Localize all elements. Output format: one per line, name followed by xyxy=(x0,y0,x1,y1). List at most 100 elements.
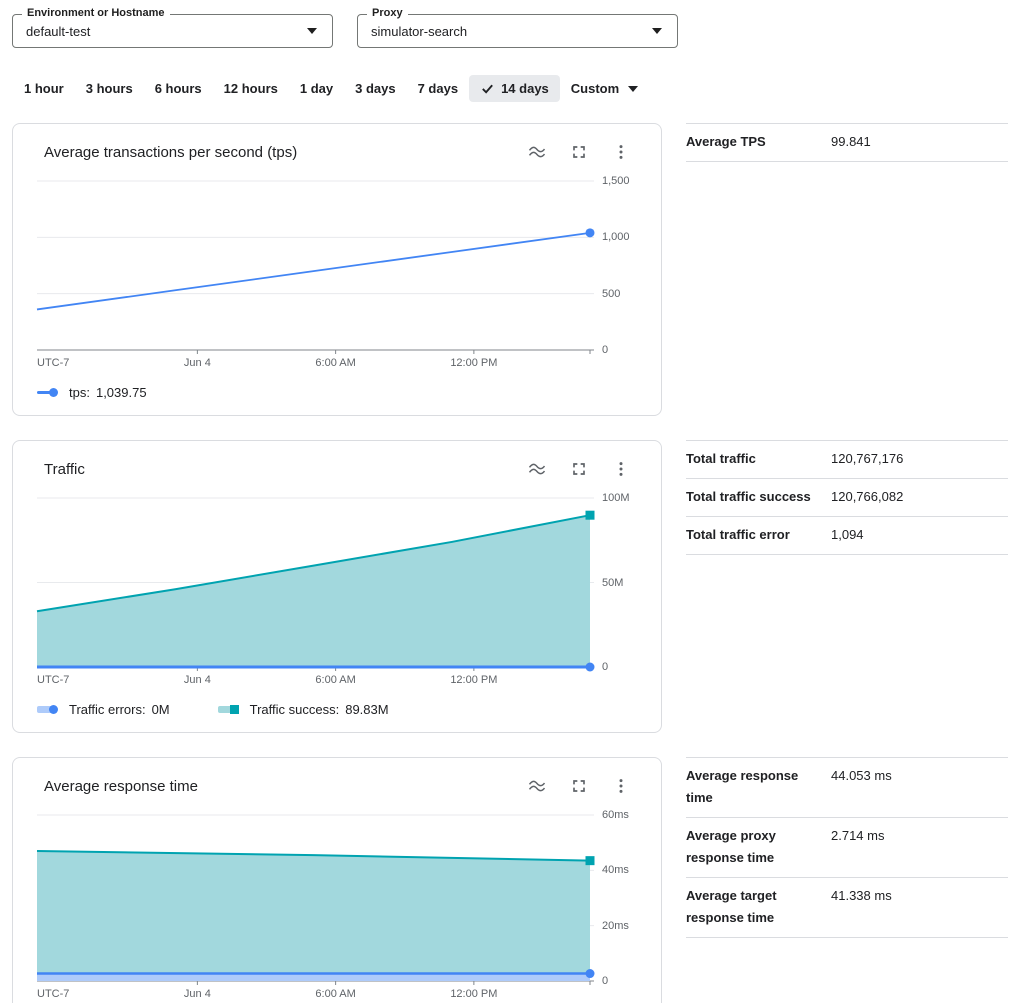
proxy-select[interactable]: Proxy simulator-search xyxy=(357,7,678,48)
stats-table-response-time: Average response time 44.053 ms Average … xyxy=(686,757,1008,938)
time-range-option-3-days[interactable]: 3 days xyxy=(355,81,396,96)
chart-card-actions xyxy=(527,142,637,162)
legend-item[interactable]: Traffic success: 89.83M xyxy=(217,701,389,717)
time-range-option-label: Custom xyxy=(570,81,620,96)
time-range-option-14-days[interactable]: 14 days xyxy=(469,75,560,102)
y-tick-label: 0 xyxy=(602,975,609,987)
x-tick-label: 12:00 PM xyxy=(450,988,498,1000)
row-response-time: Average response time xyxy=(12,757,1012,1003)
x-tick-label: 12:00 PM xyxy=(450,357,498,369)
chart-legend: tps: 1,039.75 xyxy=(37,383,637,401)
x-tick-label: Jun 4 xyxy=(183,988,211,1000)
environment-select-label: Environment or Hostname xyxy=(22,7,170,19)
y-axis-labels: 0 20ms 40ms 60ms xyxy=(602,809,642,987)
dashboard-content: Average transactions per second (tps) xyxy=(12,123,1012,1003)
dropdown-caret-icon xyxy=(307,28,317,34)
time-range-option-1-hour[interactable]: 1 hour xyxy=(24,81,64,96)
y-tick-label: 50M xyxy=(602,576,624,589)
stat-row: Average TPS 99.841 xyxy=(686,123,1008,161)
stat-row: Total traffic error 1,094 xyxy=(686,516,1008,554)
stats-table-tps: Average TPS 99.841 xyxy=(686,123,1008,162)
time-range-selector: 1 hour 3 hours 6 hours 12 hours 1 day 3 … xyxy=(13,75,1012,102)
dropdown-caret-icon xyxy=(628,85,639,92)
time-range-option-label: 14 days xyxy=(501,81,549,96)
time-range-option-6-hours[interactable]: 6 hours xyxy=(154,81,202,96)
stat-value: 120,767,176 xyxy=(831,451,904,466)
more-options-icon[interactable] xyxy=(611,142,631,162)
environment-select-value: default-test xyxy=(26,23,91,39)
chart-style-icon[interactable] xyxy=(527,459,547,479)
legend-item[interactable]: tps: 1,039.75 xyxy=(37,385,147,400)
x-tick-label: 6:00 AM xyxy=(315,674,356,686)
x-tick-label: UTC-7 xyxy=(37,357,70,369)
stat-label: Average TPS xyxy=(686,134,766,149)
y-tick-label: 0 xyxy=(602,344,609,356)
stat-row: Total traffic 120,767,176 xyxy=(686,440,1008,478)
response-time-chart-plot[interactable]: 0 20ms 40ms 60ms xyxy=(36,809,629,987)
y-tick-label: 500 xyxy=(602,287,621,300)
time-range-option-12-hours[interactable]: 12 hours xyxy=(223,81,278,96)
row-tps: Average transactions per second (tps) xyxy=(12,123,1012,416)
x-tick-label: 12:00 PM xyxy=(450,674,498,686)
time-range-option-1-day[interactable]: 1 day xyxy=(299,81,334,96)
row-traffic: Traffic xyxy=(12,440,1012,733)
stat-value: 41.338 ms xyxy=(831,888,892,903)
fullscreen-icon[interactable] xyxy=(569,776,589,796)
tps-chart-plot[interactable]: 0 500 1,000 1,500 xyxy=(36,175,630,356)
chart-card-header: Traffic xyxy=(37,457,637,481)
x-tick-label: UTC-7 xyxy=(37,988,70,1000)
chart-title: Average transactions per second (tps) xyxy=(44,143,298,161)
stats-table-traffic: Total traffic 120,767,176 Total traffic … xyxy=(686,440,1008,555)
stat-row: Average target response time 41.338 ms xyxy=(686,877,1008,937)
legend-label: Traffic success: xyxy=(249,701,340,717)
legend-label: tps: xyxy=(69,384,90,400)
chart-style-icon[interactable] xyxy=(527,142,547,162)
stat-row: Total traffic success 120,766,082 xyxy=(686,478,1008,516)
time-range-option-3-hours[interactable]: 3 hours xyxy=(85,81,133,96)
stat-label: Total traffic xyxy=(686,451,756,466)
filters-row: Environment or Hostname default-test Pro… xyxy=(12,7,1012,48)
y-axis-labels: 0 50M 100M xyxy=(602,492,642,673)
x-tick-label: UTC-7 xyxy=(37,674,70,686)
traffic-chart-plot[interactable]: 0 50M 100M xyxy=(36,492,630,673)
y-tick-label: 40ms xyxy=(602,864,629,877)
chart-card-actions xyxy=(527,776,637,796)
y-tick-label: 60ms xyxy=(602,809,629,821)
stat-value: 99.841 xyxy=(831,134,871,149)
chart-card-header: Average transactions per second (tps) xyxy=(37,140,637,164)
time-range-option-7-days[interactable]: 7 days xyxy=(417,81,459,96)
dropdown-caret-icon xyxy=(652,28,662,34)
legend-marker-icon xyxy=(217,704,242,714)
x-axis-labels: UTC-7 Jun 4 6:00 AM 12:00 PM xyxy=(37,988,594,1002)
chart-style-icon[interactable] xyxy=(527,776,547,796)
legend-marker-icon xyxy=(37,704,61,714)
stat-label: Average response time xyxy=(686,768,799,805)
chart-legend: Traffic errors: 0M Traffic success: 89.83M xyxy=(37,700,637,718)
fullscreen-icon[interactable] xyxy=(569,459,589,479)
chart-card-response-time: Average response time xyxy=(12,757,662,1003)
stat-label: Total traffic error xyxy=(686,527,790,542)
environment-select[interactable]: Environment or Hostname default-test xyxy=(12,7,333,48)
more-options-icon[interactable] xyxy=(611,459,631,479)
legend-item[interactable]: Traffic errors: 0M xyxy=(37,702,170,717)
legend-marker-icon xyxy=(37,387,61,397)
y-tick-label: 0 xyxy=(602,661,609,673)
proxy-select-label: Proxy xyxy=(367,7,408,19)
more-options-icon[interactable] xyxy=(611,776,631,796)
x-tick-label: Jun 4 xyxy=(183,357,211,369)
y-tick-label: 1,000 xyxy=(602,231,630,244)
y-tick-label: 20ms xyxy=(602,919,629,932)
x-axis-labels: UTC-7 Jun 4 6:00 AM 12:00 PM xyxy=(37,674,594,688)
x-tick-label: Jun 4 xyxy=(183,674,211,686)
x-tick-label: 6:00 AM xyxy=(315,357,356,369)
time-range-option-custom[interactable]: Custom xyxy=(560,75,649,102)
y-tick-label: 1,500 xyxy=(602,175,630,187)
stat-label: Total traffic success xyxy=(686,489,811,504)
stat-value: 1,094 xyxy=(831,527,864,542)
chart-title: Average response time xyxy=(44,777,198,795)
chart-card-traffic: Traffic xyxy=(12,440,662,733)
y-axis-labels: 0 500 1,000 1,500 xyxy=(602,175,642,356)
fullscreen-icon[interactable] xyxy=(569,142,589,162)
stat-label: Average target response time xyxy=(686,888,777,925)
